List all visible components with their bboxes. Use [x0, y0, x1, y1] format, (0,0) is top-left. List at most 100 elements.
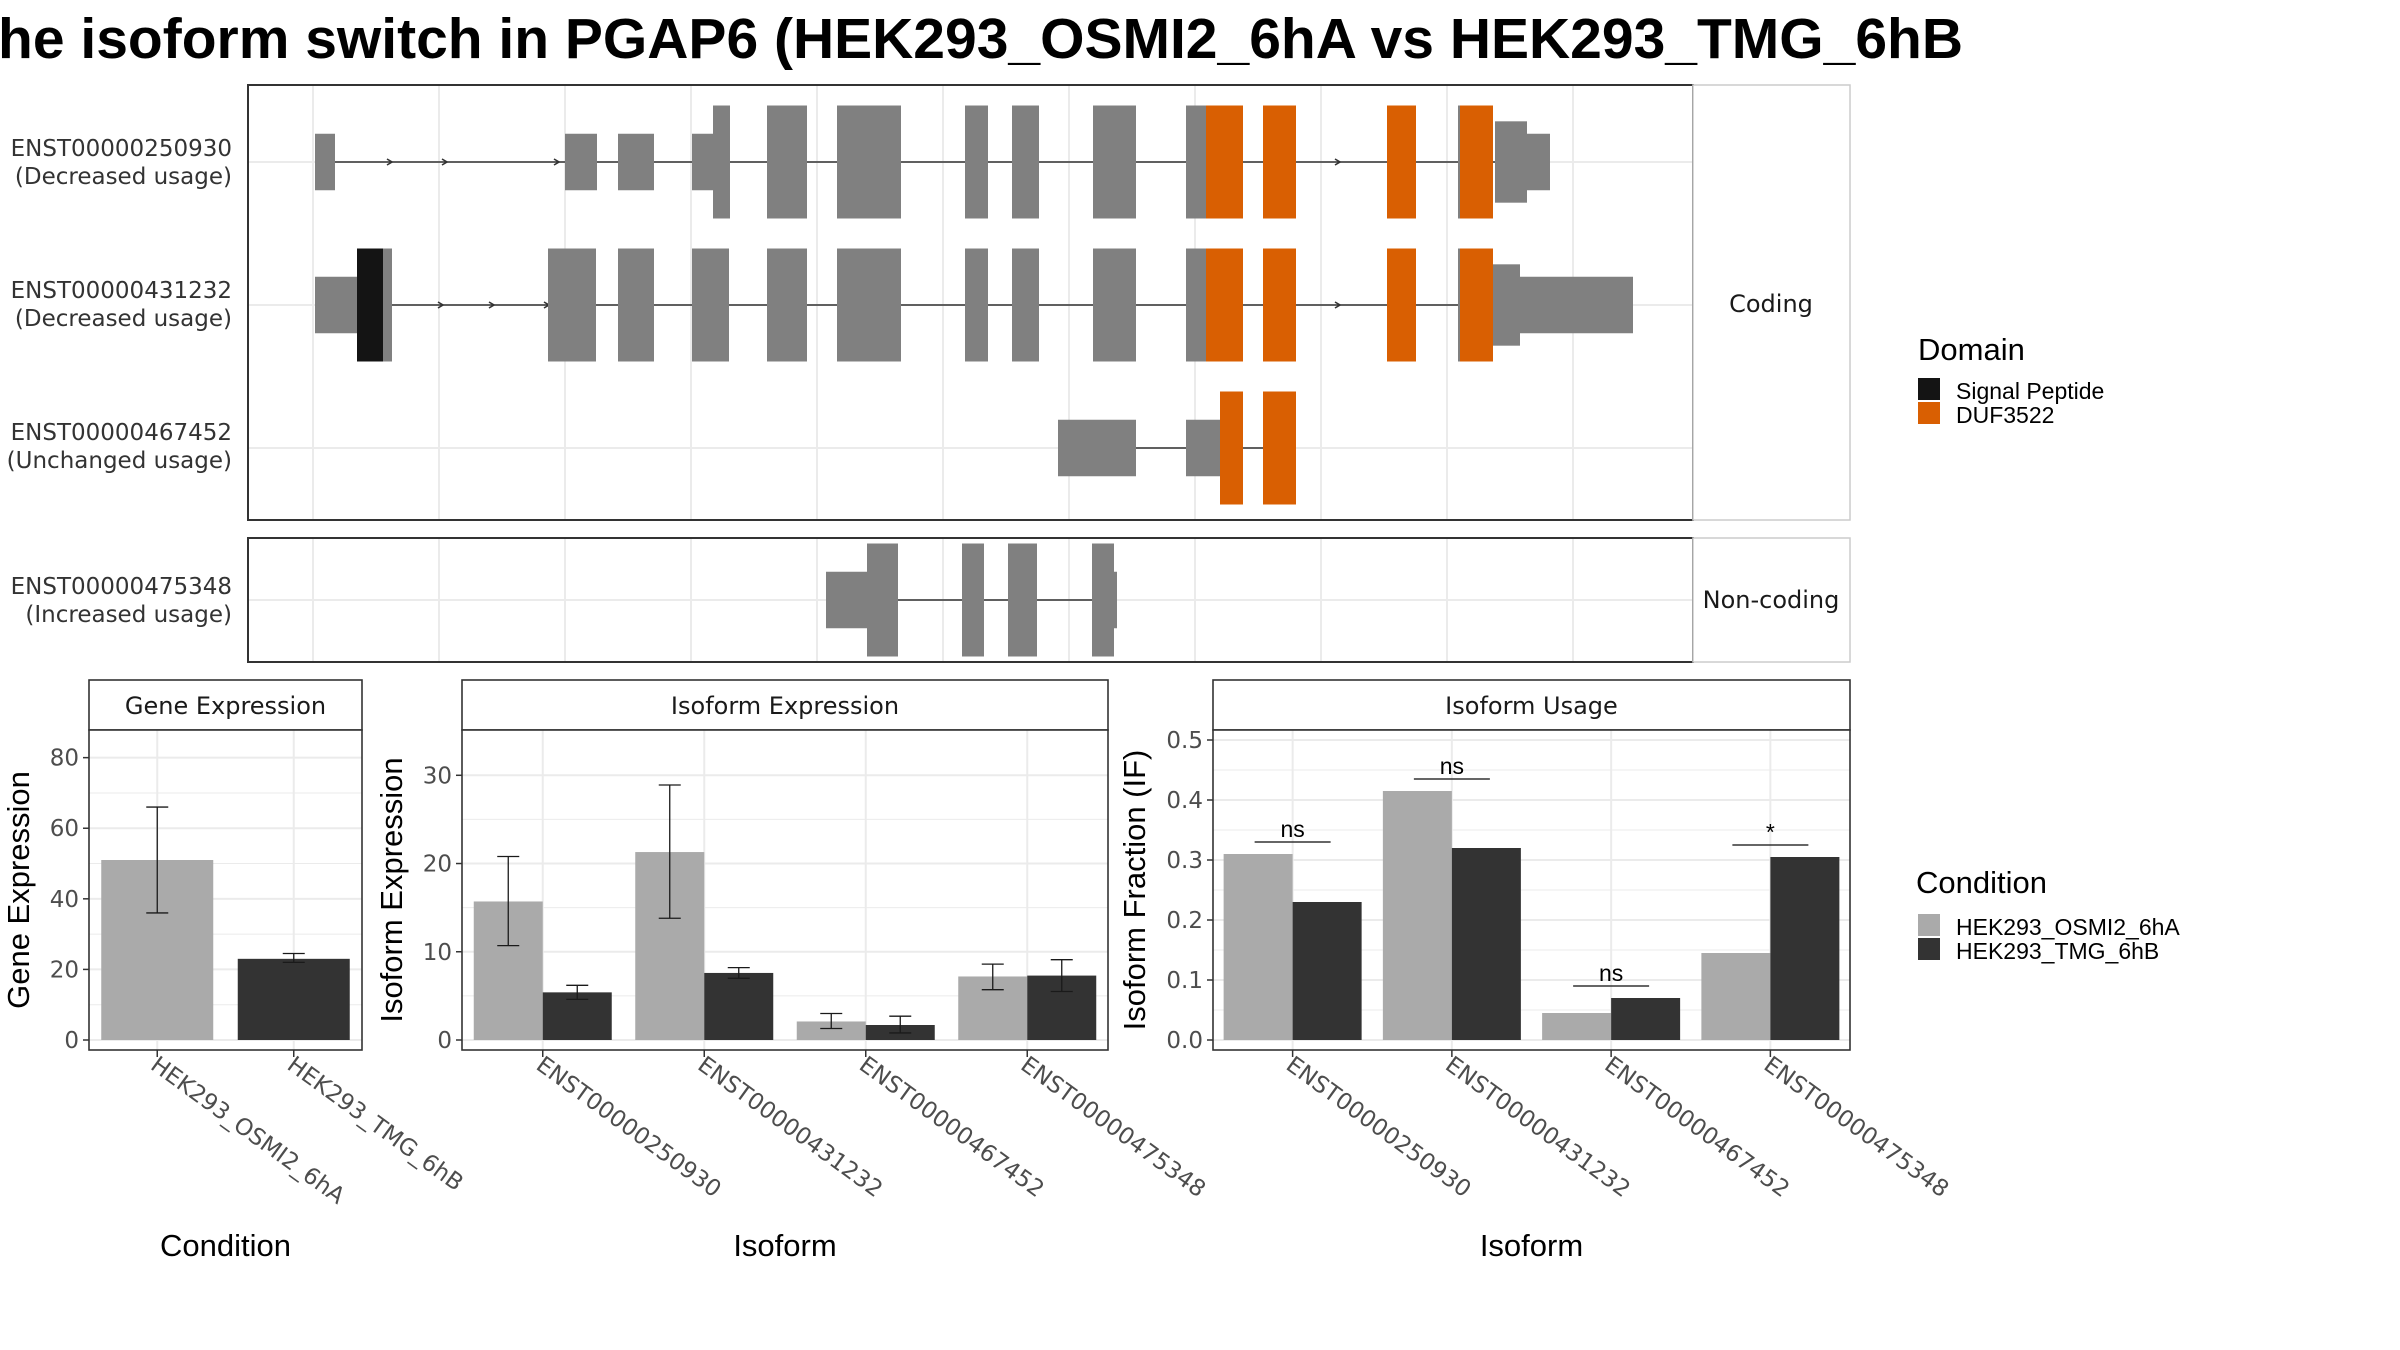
legend-label-cond-a: HEK293_OSMI2_6hA — [1956, 914, 2180, 940]
bar — [1701, 953, 1771, 1040]
y-axis-title: Isoform Fraction (IF) — [1117, 750, 1152, 1031]
legend-swatch-duf3522 — [1918, 402, 1940, 424]
exon-block — [1490, 264, 1520, 346]
transcript-label-4-usage: (Increased usage) — [25, 602, 232, 628]
bar — [542, 992, 612, 1040]
y-tick-label: 10 — [423, 940, 452, 966]
exon-block — [1520, 133, 1550, 191]
duf3522-domain — [1460, 248, 1493, 362]
y-tick-label: 0.4 — [1166, 788, 1203, 814]
noncoding-strip-label: Non-coding — [1703, 586, 1840, 614]
coding-strip-label: Coding — [1729, 290, 1813, 318]
strand-arrow — [553, 158, 561, 166]
y-tick-label: 20 — [50, 957, 79, 983]
exon-block — [548, 248, 596, 362]
noncoding-panel-grid — [248, 538, 1693, 662]
exon-block — [837, 248, 901, 362]
strand-arrow — [1334, 301, 1342, 309]
legend-label-signal-peptide: Signal Peptide — [1956, 378, 2104, 404]
bar — [796, 1021, 866, 1040]
exon-block — [965, 248, 988, 362]
strand-arrow — [441, 158, 449, 166]
exon-block — [1058, 419, 1136, 477]
bar — [1451, 848, 1521, 1040]
y-tick-label: 0.3 — [1166, 848, 1203, 874]
plot-border — [461, 729, 1109, 1051]
significance-label: ns — [1599, 960, 1623, 986]
y-tick-label: 20 — [423, 852, 452, 878]
domain-legend: Domain Signal Peptide DUF3522 — [1918, 332, 2104, 428]
transcript-label-2-usage: (Decreased usage) — [15, 306, 232, 332]
figure-title: he isoform switch in PGAP6 (HEK293_OSMI2… — [0, 7, 1963, 71]
transcript-label-4-id: ENST00000475348 — [11, 574, 232, 600]
duf3522-domain — [1263, 391, 1296, 505]
exon-block — [1093, 105, 1136, 219]
exon-block — [1008, 543, 1037, 657]
significance-label: * — [1766, 819, 1775, 845]
exon-block — [1186, 105, 1206, 219]
exon-block — [826, 571, 869, 629]
exon-block — [618, 248, 654, 362]
plot-border — [1212, 729, 1851, 1051]
plot-border — [88, 729, 363, 1051]
bar — [1382, 791, 1452, 1040]
transcript-label-3-id: ENST00000467452 — [11, 420, 232, 446]
duf3522-domain — [1460, 105, 1493, 219]
condition-legend-title: Condition — [1916, 865, 2047, 900]
exon-block — [618, 133, 654, 191]
y-tick-label: 0 — [64, 1028, 79, 1054]
noncoding-strip — [1692, 537, 1851, 663]
exon-block — [767, 105, 807, 219]
legend-swatch-cond-b — [1918, 938, 1940, 960]
condition-legend: Condition HEK293_OSMI2_6hA HEK293_TMG_6h… — [1916, 865, 2180, 964]
significance-label: ns — [1280, 816, 1304, 842]
transcript-label-2-id: ENST00000431232 — [11, 278, 232, 304]
exon-block — [767, 248, 807, 362]
transcript-label-3-usage: (Unchanged usage) — [7, 448, 232, 474]
y-axis-title: Gene Expression — [1, 771, 36, 1009]
y-tick-label: 0.1 — [1166, 968, 1203, 994]
chart-title: Isoform Expression — [671, 692, 899, 720]
bar — [1292, 902, 1362, 1040]
bar — [237, 958, 350, 1040]
exon-block — [315, 133, 335, 191]
exon-block — [1186, 419, 1220, 477]
x-axis-title: Isoform — [1480, 1228, 1583, 1263]
exon-block — [1012, 105, 1039, 219]
legend-label-duf3522: DUF3522 — [1956, 402, 2054, 428]
duf3522-domain — [1206, 248, 1243, 362]
exon-block — [962, 543, 984, 657]
facet-strip — [1212, 679, 1851, 731]
strand-arrow — [437, 301, 445, 309]
duf3522-domain — [1387, 248, 1416, 362]
noncoding-tracks — [826, 543, 1117, 657]
exon-block — [867, 543, 898, 657]
x-axis-title: Condition — [160, 1228, 291, 1263]
exon-block — [1186, 248, 1206, 362]
bar — [704, 972, 774, 1040]
chart-title: Isoform Usage — [1445, 692, 1618, 720]
transcript-label-1-usage: (Decreased usage) — [15, 164, 232, 190]
duf3522-domain — [1220, 391, 1243, 505]
exon-block — [965, 105, 988, 219]
exon-block — [1012, 248, 1039, 362]
y-tick-label: 0.5 — [1166, 728, 1203, 754]
y-tick-label: 0.0 — [1166, 1028, 1203, 1054]
isoform-expression-chart: Isoform Expression0102030ENST00000250930… — [374, 679, 1210, 1263]
duf3522-domain — [1387, 105, 1416, 219]
y-tick-label: 0 — [437, 1028, 452, 1054]
strand-arrow — [488, 301, 496, 309]
duf3522-domain — [1263, 248, 1296, 362]
coding-strip — [1692, 84, 1851, 521]
exon-block — [565, 133, 597, 191]
transcript-label-1-id: ENST00000250930 — [11, 136, 232, 162]
exon-block — [1092, 543, 1114, 657]
exon-block — [713, 105, 730, 219]
bar — [1542, 1013, 1612, 1040]
domain-legend-title: Domain — [1918, 332, 2025, 367]
legend-label-cond-b: HEK293_TMG_6hB — [1956, 938, 2159, 964]
chart-title: Gene Expression — [125, 692, 326, 720]
exon-block — [1113, 571, 1117, 629]
x-axis-title: Isoform — [733, 1228, 836, 1263]
